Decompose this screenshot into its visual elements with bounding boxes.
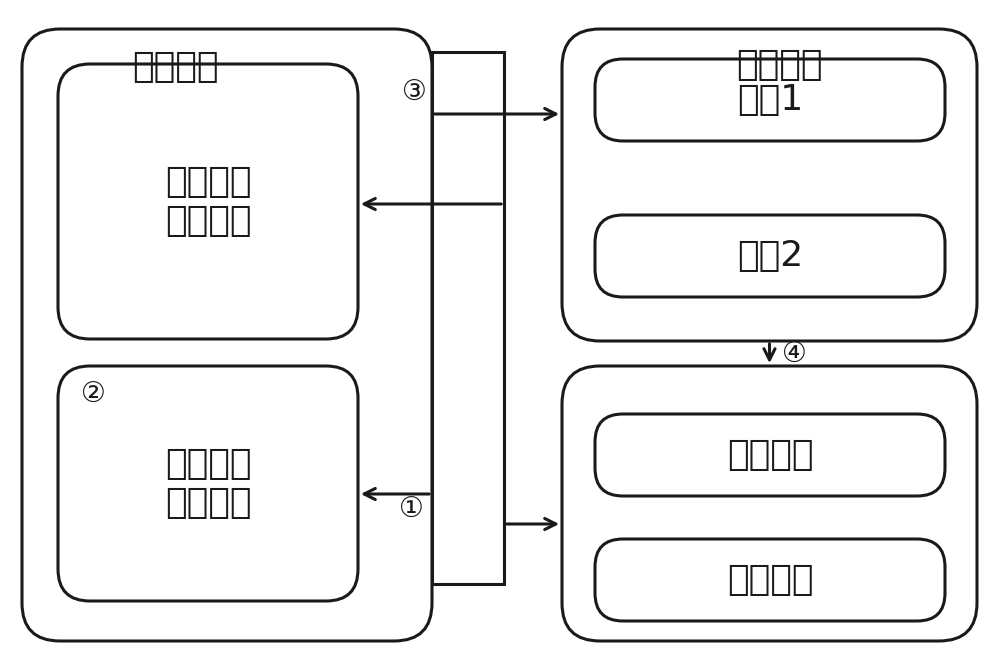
Text: 存储资源
管理模块: 存储资源 管理模块 <box>165 447 251 520</box>
FancyBboxPatch shape <box>595 59 945 141</box>
Text: ③: ③ <box>402 78 427 106</box>
Text: 登录节点: 登录节点 <box>736 48 823 82</box>
FancyBboxPatch shape <box>595 414 945 496</box>
Text: 作业1: 作业1 <box>737 83 803 117</box>
Text: ④: ④ <box>782 339 806 367</box>
FancyBboxPatch shape <box>562 366 977 641</box>
FancyBboxPatch shape <box>562 29 977 341</box>
Bar <box>432 52 504 584</box>
Text: 管理节点: 管理节点 <box>132 50 218 84</box>
FancyBboxPatch shape <box>22 29 432 641</box>
Text: 作业2: 作业2 <box>737 239 803 273</box>
Text: ②: ② <box>81 380 105 408</box>
Text: 计算资源: 计算资源 <box>727 438 813 472</box>
FancyBboxPatch shape <box>595 215 945 297</box>
FancyBboxPatch shape <box>595 539 945 621</box>
FancyBboxPatch shape <box>58 64 358 339</box>
FancyBboxPatch shape <box>58 366 358 601</box>
Text: 存储资源: 存储资源 <box>727 563 813 597</box>
Text: 作业资源
管理系统: 作业资源 管理系统 <box>165 165 251 238</box>
Text: ①: ① <box>399 495 424 523</box>
